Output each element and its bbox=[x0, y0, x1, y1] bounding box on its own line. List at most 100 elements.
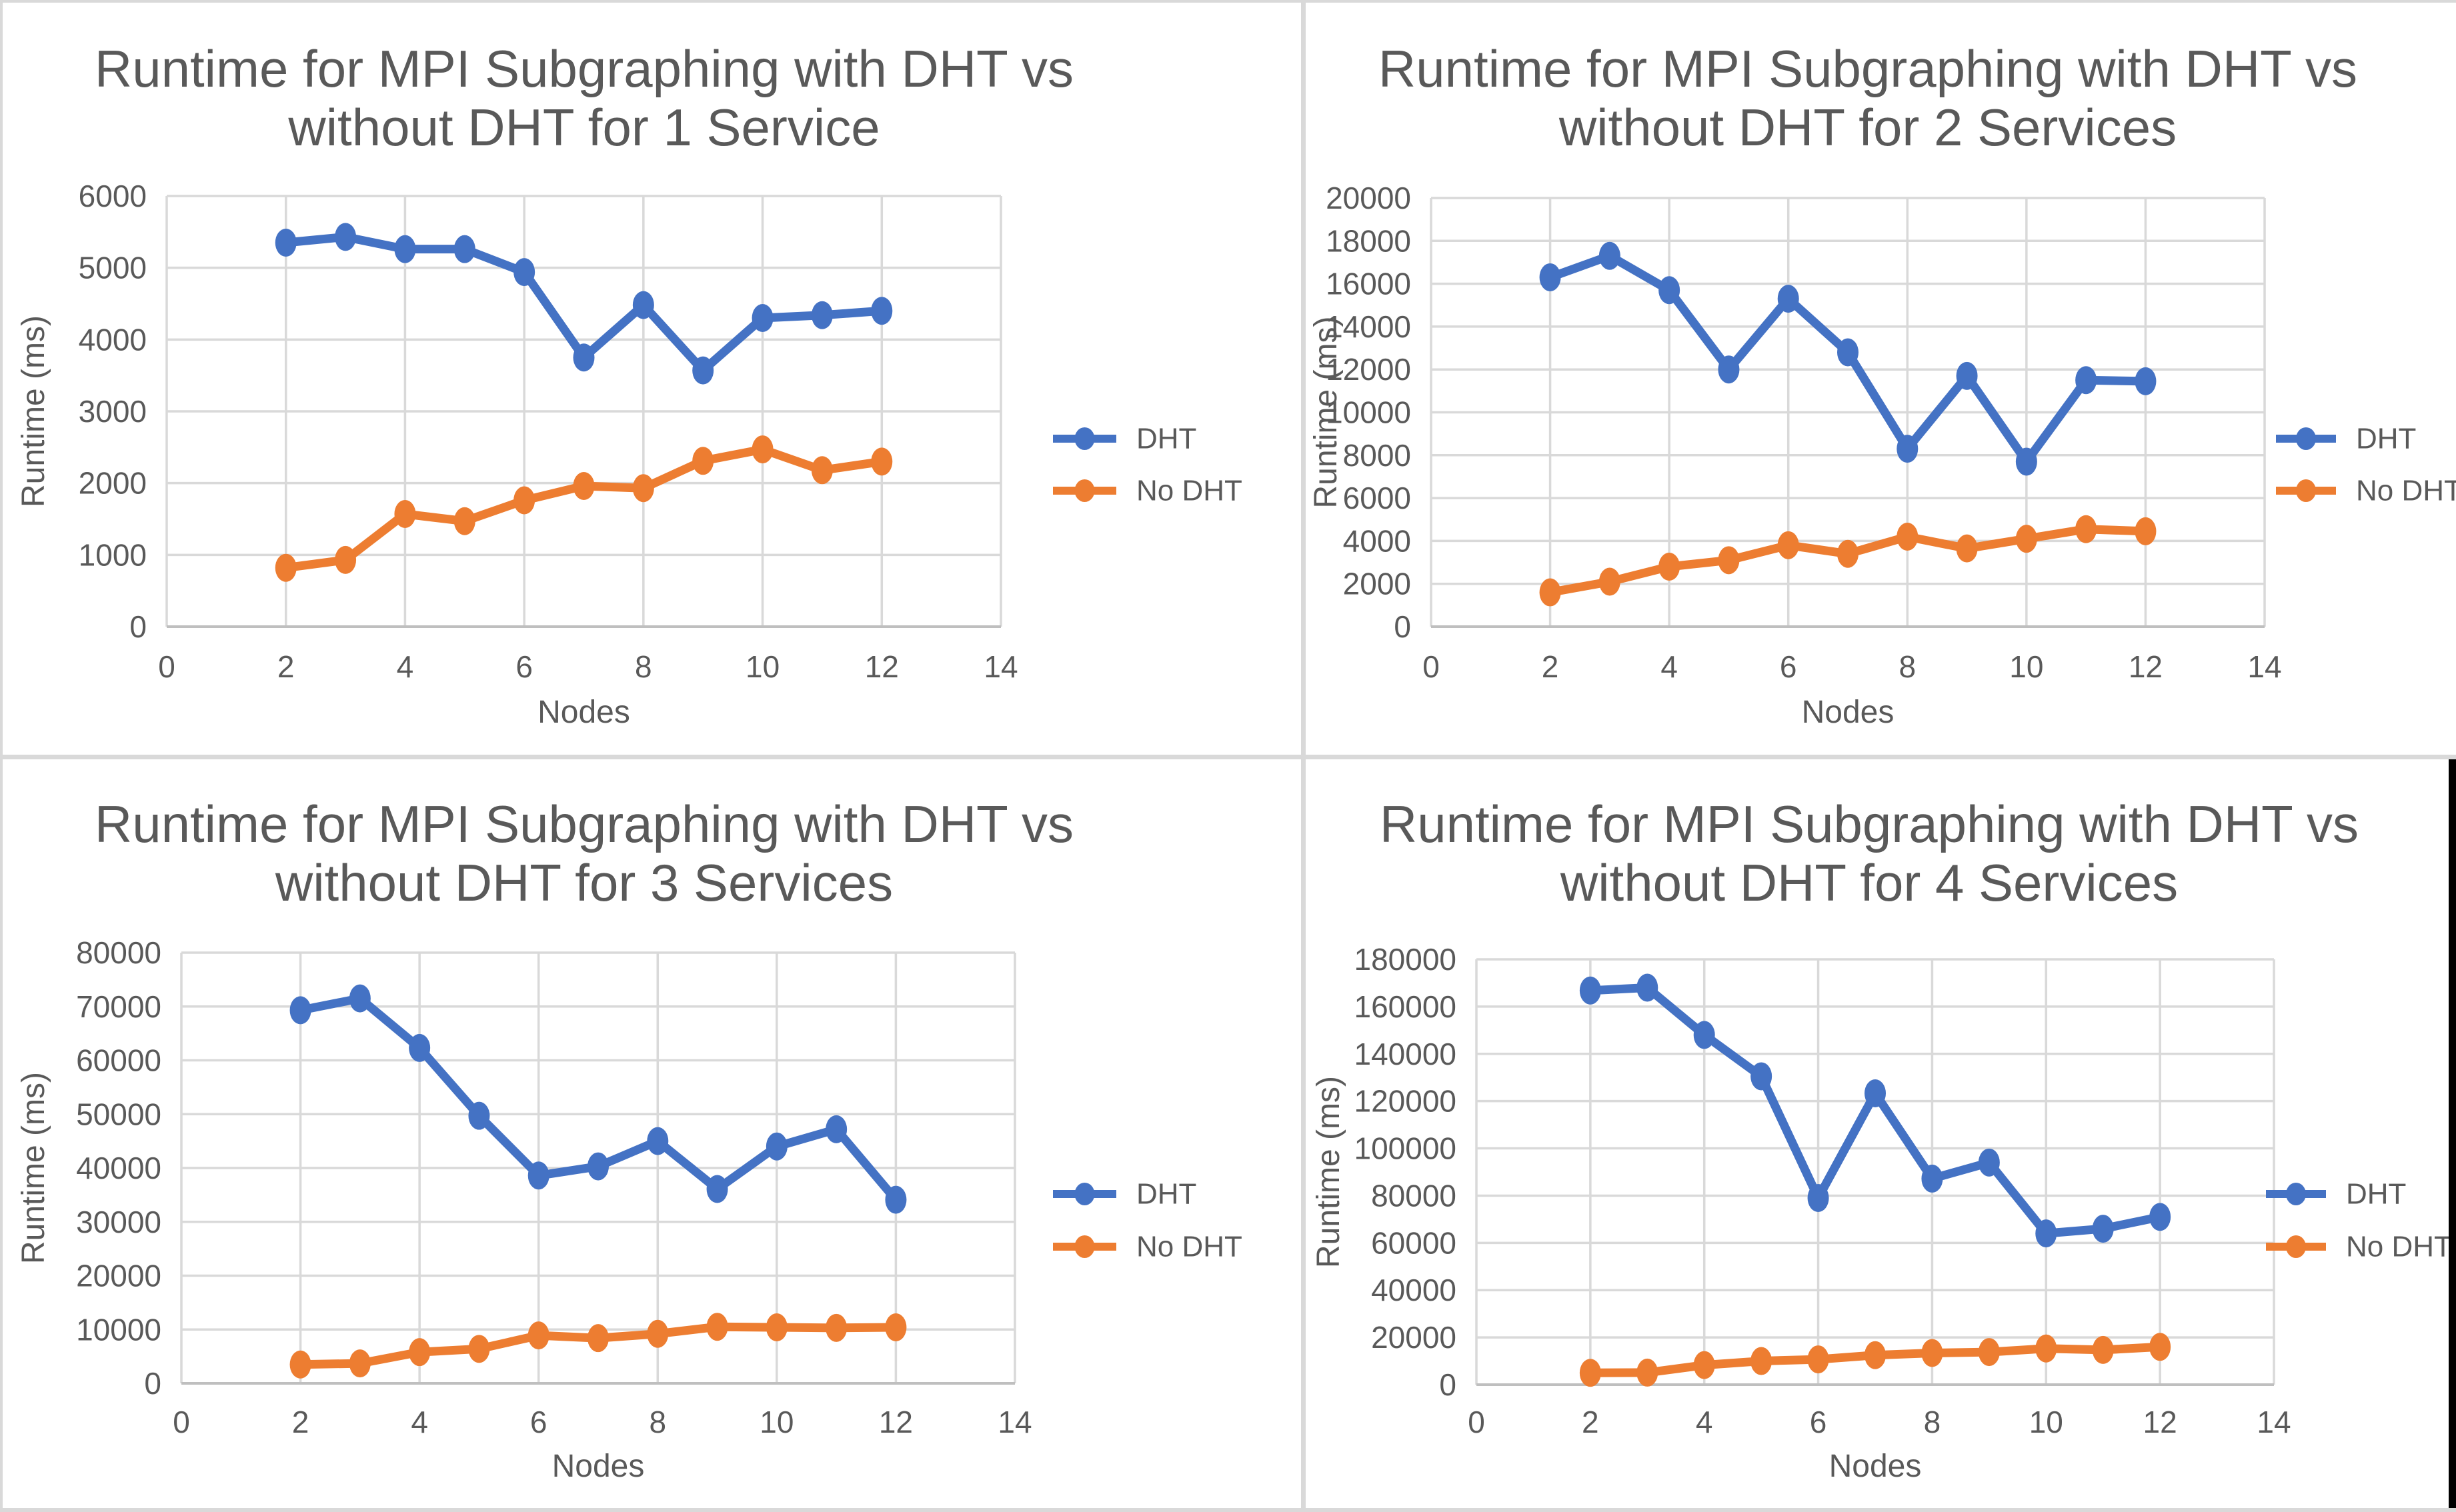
data-point-no-dht bbox=[2135, 517, 2157, 545]
data-point-dht bbox=[1539, 263, 1561, 291]
legend-marker-dht bbox=[2296, 427, 2316, 450]
data-point-no-dht bbox=[811, 456, 833, 485]
y-tick-label: 60000 bbox=[1371, 1225, 1456, 1260]
x-tick-label: 12 bbox=[865, 649, 899, 684]
legend-marker-dht bbox=[1074, 427, 1095, 450]
data-point-no-dht bbox=[2035, 1334, 2057, 1363]
data-point-dht bbox=[2015, 447, 2037, 476]
data-point-no-dht bbox=[587, 1324, 609, 1353]
data-point-dht bbox=[2035, 1219, 2057, 1248]
data-point-dht bbox=[1978, 1148, 2000, 1177]
data-point-no-dht bbox=[1579, 1359, 1601, 1387]
x-tick-label: 2 bbox=[292, 1405, 309, 1439]
legend: DHT No DHT bbox=[2266, 1178, 2449, 1263]
data-point-no-dht bbox=[1658, 552, 1680, 581]
y-tick-label: 20000 bbox=[1371, 1320, 1456, 1355]
x-tick-label: 0 bbox=[1468, 1405, 1485, 1439]
legend-item-dht: DHT bbox=[1053, 423, 1196, 455]
data-point-no-dht bbox=[513, 486, 535, 515]
data-point-dht bbox=[1865, 1079, 1886, 1107]
legend: DHT No DHT bbox=[1053, 423, 1242, 507]
x-tick-label: 8 bbox=[649, 1405, 666, 1439]
data-point-no-dht bbox=[632, 474, 654, 503]
data-point-no-dht bbox=[289, 1350, 311, 1379]
x-axis-title: Nodes bbox=[1802, 695, 1895, 730]
data-point-dht bbox=[468, 1101, 490, 1130]
x-tick-label: 14 bbox=[2247, 649, 2281, 684]
runtime-chart-1-service: 0 1000 2000 3000 4000 5000 6000 0 2 4 6 8 10 12 14 Node… bbox=[16, 39, 1242, 730]
data-point-no-dht bbox=[1693, 1351, 1715, 1379]
data-point-dht bbox=[573, 343, 595, 372]
data-point-dht bbox=[2075, 366, 2097, 395]
x-tick-label: 2 bbox=[1582, 1405, 1599, 1439]
legend-item-no-dht: No DHT bbox=[1053, 475, 1242, 507]
x-tick-label: 0 bbox=[158, 649, 175, 684]
data-point-dht bbox=[871, 297, 893, 325]
y-tick-label: 8000 bbox=[1343, 438, 1411, 473]
data-point-dht bbox=[1777, 285, 1799, 313]
data-point-no-dht bbox=[1897, 522, 1919, 551]
y-axis-title: Runtime (ms) bbox=[16, 315, 51, 507]
y-tick-label: 18000 bbox=[1326, 223, 1411, 258]
data-point-dht bbox=[1750, 1062, 1772, 1091]
plot-gridlines bbox=[1430, 197, 2266, 628]
y-tick-label: 160000 bbox=[1354, 989, 1457, 1024]
y-tick-label: 14000 bbox=[1326, 309, 1411, 344]
chart-title-line: Runtime for MPI Subgraphing with DHT vs bbox=[95, 39, 1074, 98]
data-point-dht bbox=[647, 1127, 669, 1155]
data-point-no-dht bbox=[2092, 1335, 2114, 1364]
y-tick-label: 6000 bbox=[1343, 481, 1411, 515]
data-point-dht bbox=[1693, 1021, 1715, 1049]
data-point-dht bbox=[752, 304, 774, 333]
x-tick-label: 4 bbox=[397, 649, 414, 684]
data-point-no-dht bbox=[527, 1321, 549, 1350]
x-tick-label: 6 bbox=[530, 1405, 547, 1439]
chart-title-line: without DHT for 3 Services bbox=[275, 853, 893, 912]
x-tick-label: 8 bbox=[635, 649, 652, 684]
data-point-dht bbox=[1956, 361, 1978, 390]
y-tick-label: 40000 bbox=[76, 1151, 161, 1185]
legend-item-dht: DHT bbox=[1053, 1178, 1196, 1211]
data-point-dht bbox=[692, 356, 714, 385]
data-point-no-dht bbox=[885, 1313, 907, 1342]
data-point-dht bbox=[1598, 241, 1620, 270]
data-point-no-dht bbox=[692, 447, 714, 475]
legend-marker-no-dht bbox=[1074, 479, 1095, 502]
x-tick-label: 10 bbox=[2009, 649, 2043, 684]
legend-marker-dht bbox=[2286, 1183, 2306, 1205]
data-point-no-dht bbox=[1636, 1358, 1658, 1387]
data-point-no-dht bbox=[275, 553, 297, 582]
y-tick-label: 0 bbox=[144, 1366, 161, 1401]
data-point-dht bbox=[1807, 1183, 1829, 1212]
desktop-edge-strip bbox=[2449, 759, 2456, 1508]
y-tick-label: 50000 bbox=[76, 1097, 161, 1131]
runtime-chart-2-services: 0 2000 4000 6000 8000 10000 12000 14000 16000 180… bbox=[1308, 39, 2456, 730]
x-tick-label: 12 bbox=[2129, 649, 2163, 684]
legend-label-dht: DHT bbox=[1136, 423, 1196, 455]
data-point-dht bbox=[1636, 973, 1658, 1002]
y-tick-label: 0 bbox=[1439, 1367, 1456, 1402]
chart-panel-1-service: 0 1000 2000 3000 4000 5000 6000 0 2 4 6 8 10 12 14 Node… bbox=[3, 3, 1301, 755]
data-point-no-dht bbox=[766, 1313, 788, 1342]
plot-gridlines bbox=[1475, 958, 2275, 1386]
data-point-dht bbox=[335, 223, 357, 251]
data-point-no-dht bbox=[1777, 531, 1799, 559]
data-point-dht bbox=[1579, 976, 1601, 1005]
x-tick-label: 6 bbox=[1810, 1405, 1827, 1439]
data-point-no-dht bbox=[706, 1313, 728, 1341]
y-axis-title: Runtime (ms) bbox=[1311, 1076, 1346, 1268]
chart-title-line: without DHT for 1 Service bbox=[287, 98, 880, 157]
x-tick-label: 14 bbox=[2257, 1405, 2291, 1439]
data-point-no-dht bbox=[335, 545, 357, 574]
chart-panel-3-services: 0 10000 20000 30000 40000 50000 60000 70000 8000… bbox=[3, 759, 1301, 1508]
legend-marker-no-dht bbox=[2286, 1235, 2306, 1258]
y-tick-label: 12000 bbox=[1326, 352, 1411, 387]
y-tick-label: 16000 bbox=[1326, 267, 1411, 301]
y-tick-label: 80000 bbox=[76, 935, 161, 970]
y-tick-label: 6000 bbox=[79, 179, 147, 213]
data-point-no-dht bbox=[871, 447, 893, 476]
y-tick-label: 30000 bbox=[76, 1205, 161, 1239]
data-point-no-dht bbox=[1921, 1339, 1943, 1367]
data-point-no-dht bbox=[573, 471, 595, 500]
